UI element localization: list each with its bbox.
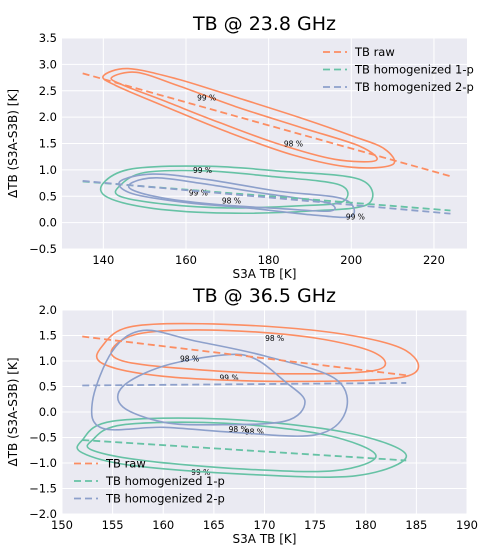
x-tick-label: 165 xyxy=(203,518,225,532)
contour-label: 99 % xyxy=(189,189,208,198)
series-line xyxy=(82,72,451,178)
x-tick-label: 180 xyxy=(258,253,280,267)
y-tick-label: 1.0 xyxy=(39,354,57,368)
legend: TB raw TB homogenized 1-p TB homogenized 2… xyxy=(74,457,225,506)
y-tick-label: 3.0 xyxy=(39,57,57,71)
y-tick-label: 1.5 xyxy=(39,137,57,151)
series-line xyxy=(82,180,451,215)
legend-label: TB homogenized 2-p xyxy=(354,80,474,94)
chart-panel-1: TB @ 23.8 GHz 140 160 180 200 220 −0.5 0.0 0.5 1.… xyxy=(6,13,474,281)
x-tick-label: 160 xyxy=(175,253,197,267)
y-tick-label: 3.5 xyxy=(39,31,57,45)
y-axis-label: ΔTB (S3A-S3B) [K] xyxy=(6,357,20,466)
x-axis-label: S3A TB [K] xyxy=(233,267,297,281)
y-tick-label: 0.0 xyxy=(39,405,57,419)
x-tick-label: 150 xyxy=(51,518,73,532)
x-tick-label: 160 xyxy=(152,518,174,532)
contour-line xyxy=(102,67,396,169)
y-tick-label: −0.5 xyxy=(29,431,57,445)
legend-label: TB homogenized 1-p xyxy=(354,63,474,77)
x-tick-label: 190 xyxy=(456,518,478,532)
x-tick-label: 170 xyxy=(254,518,276,532)
series-line xyxy=(82,382,407,387)
legend-label: TB raw xyxy=(354,45,395,59)
contour-label: 99 % xyxy=(193,166,212,175)
legend-label: TB homogenized 1-p xyxy=(105,474,225,488)
chart-title: TB @ 23.8 GHz xyxy=(192,13,336,35)
y-tick-label: 2.0 xyxy=(39,303,57,317)
legend-label: TB homogenized 2-p xyxy=(105,492,225,506)
x-tick-label: 185 xyxy=(405,518,427,532)
contour-label: 98 % xyxy=(265,334,284,343)
contour-label: 99 % xyxy=(191,468,210,477)
contour-label: 98 % xyxy=(245,427,264,436)
contour-label: 98 % xyxy=(284,140,303,149)
y-tick-label: 1.0 xyxy=(39,163,57,177)
x-tick-label: 155 xyxy=(102,518,124,532)
contour-line xyxy=(95,322,420,383)
contour-label: 98 % xyxy=(229,425,248,434)
y-axis-label: ΔTB (S3A-S3B) [K] xyxy=(6,89,20,198)
x-axis-label: S3A TB [K] xyxy=(233,532,297,546)
chart-title: TB @ 36.5 GHz xyxy=(192,285,336,307)
y-tick-label: 0.0 xyxy=(39,216,57,230)
y-tick-label: −0.5 xyxy=(29,242,57,256)
contour-line xyxy=(114,169,349,209)
y-tick-label: 2.5 xyxy=(39,84,57,98)
y-tick-label: −1.0 xyxy=(29,456,57,470)
y-tick-label: −1.5 xyxy=(29,482,57,496)
y-tick-label: 1.5 xyxy=(39,329,57,343)
contour-line xyxy=(86,421,377,473)
contour-line xyxy=(110,71,378,163)
contour-label: 99 % xyxy=(197,94,216,103)
contour-line xyxy=(127,176,336,213)
contour-line xyxy=(118,173,356,219)
contour-label: 99 % xyxy=(220,373,239,382)
contour-line xyxy=(116,353,306,426)
x-tick-label: 175 xyxy=(304,518,326,532)
contour-label: 99 % xyxy=(346,212,365,221)
x-tick-label: 140 xyxy=(92,253,114,267)
y-tick-label: 2.0 xyxy=(39,110,57,124)
x-tick-label: 180 xyxy=(355,518,377,532)
legend-label: TB raw xyxy=(105,457,146,471)
y-tick-label: 0.5 xyxy=(39,380,57,394)
contour-line xyxy=(90,329,349,437)
chart-panel-2: TB @ 36.5 GHz 150 155 160 165 170 175 180 185 190… xyxy=(6,285,478,546)
contour-label: 98 % xyxy=(180,354,199,363)
y-tick-label: 0.5 xyxy=(39,189,57,203)
contour-line xyxy=(76,417,408,478)
legend: TB raw TB homogenized 1-p TB homogenized 2… xyxy=(323,45,474,94)
contour-label: 98 % xyxy=(222,196,241,205)
x-tick-label: 220 xyxy=(423,253,445,267)
data-layer: 99 %98 %99 %98 %98 %98 % xyxy=(76,322,420,478)
x-tick-label: 200 xyxy=(340,253,362,267)
y-tick-label: −2.0 xyxy=(29,507,57,521)
data-layer: 99 % 98 % 99 % 98 % 99 % 99 % xyxy=(82,67,451,221)
series-line xyxy=(82,439,407,462)
